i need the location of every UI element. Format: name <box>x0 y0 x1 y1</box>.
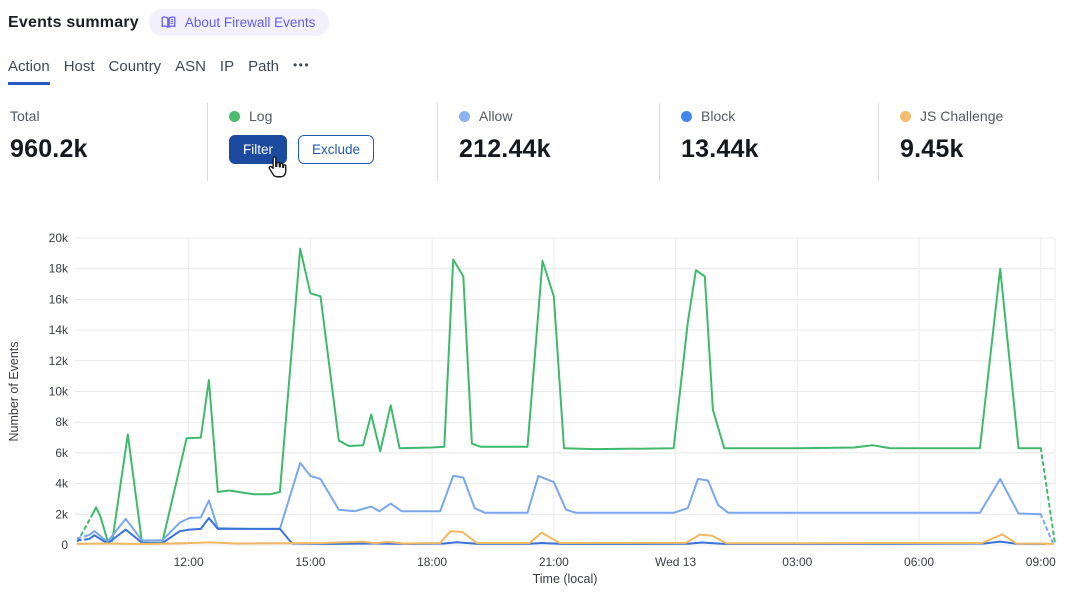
svg-text:15:00: 15:00 <box>295 555 325 569</box>
svg-text:0: 0 <box>61 538 68 552</box>
svg-text:09:00: 09:00 <box>1026 555 1056 569</box>
svg-text:6k: 6k <box>55 446 69 460</box>
svg-text:20k: 20k <box>49 231 69 245</box>
tab-action[interactable]: Action <box>8 58 50 85</box>
block-label: Block <box>701 108 736 124</box>
about-firewall-events-badge[interactable]: About Firewall Events <box>148 9 330 36</box>
svg-text:Wed 13: Wed 13 <box>655 555 696 569</box>
block-value: 13.44k <box>681 135 759 163</box>
log-label: Log <box>249 108 273 124</box>
svg-text:8k: 8k <box>55 415 69 429</box>
stat-block: Block 13.44k <box>659 103 878 181</box>
svg-text:16k: 16k <box>49 292 69 306</box>
tab-host[interactable]: Host <box>63 58 95 75</box>
filter-button[interactable]: Filter <box>229 135 287 164</box>
js-challenge-color-dot <box>900 110 911 122</box>
js-challenge-label: JS Challenge <box>920 108 1004 124</box>
svg-text:03:00: 03:00 <box>782 555 812 569</box>
more-tabs-button[interactable]: ••• <box>292 58 311 72</box>
svg-text:12k: 12k <box>49 354 69 368</box>
page-title: Events summary <box>8 13 139 31</box>
total-value: 960.2k <box>10 135 88 163</box>
svg-text:21:00: 21:00 <box>539 555 569 569</box>
allow-label: Allow <box>479 108 513 124</box>
total-label: Total <box>10 108 40 124</box>
svg-text:18:00: 18:00 <box>417 555 447 569</box>
stat-total: Total 960.2k <box>10 103 207 181</box>
svg-text:Time (local): Time (local) <box>533 572 598 586</box>
svg-text:12:00: 12:00 <box>174 555 204 569</box>
about-badge-label: About Firewall Events <box>184 15 316 30</box>
events-time-series-chart[interactable]: 0 2k 4k 6k 8k 10k 12k 14k 16k 18k 20k 12:00 15:00 18:… <box>0 228 1068 598</box>
header: Events summary About Firewall Events <box>8 9 330 36</box>
stat-js-challenge: JS Challenge 9.45k <box>878 103 1068 181</box>
js-challenge-value: 9.45k <box>900 135 964 163</box>
stat-log: Log Filter Exclude <box>207 103 437 181</box>
svg-text:Number of Events: Number of Events <box>7 341 21 441</box>
stats-row: Total 960.2k Log Filter Exclude Allow 21… <box>10 103 1068 181</box>
tab-asn[interactable]: ASN <box>175 58 206 75</box>
exclude-button[interactable]: Exclude <box>298 135 375 164</box>
svg-text:06:00: 06:00 <box>904 555 934 569</box>
tab-path[interactable]: Path <box>248 58 279 75</box>
block-color-dot <box>681 110 692 122</box>
svg-text:10k: 10k <box>49 385 69 399</box>
svg-text:14k: 14k <box>49 323 69 337</box>
svg-text:4k: 4k <box>55 477 69 491</box>
svg-text:2k: 2k <box>55 507 69 521</box>
log-color-dot <box>229 110 240 122</box>
tab-country[interactable]: Country <box>108 58 162 75</box>
tab-ip[interactable]: IP <box>219 58 235 75</box>
svg-text:18k: 18k <box>49 262 69 276</box>
stat-allow: Allow 212.44k <box>437 103 659 181</box>
allow-color-dot <box>459 110 470 122</box>
book-icon <box>161 16 176 28</box>
tab-bar: Action Host Country ASN IP Path ••• <box>8 58 310 85</box>
allow-value: 212.44k <box>459 135 551 163</box>
